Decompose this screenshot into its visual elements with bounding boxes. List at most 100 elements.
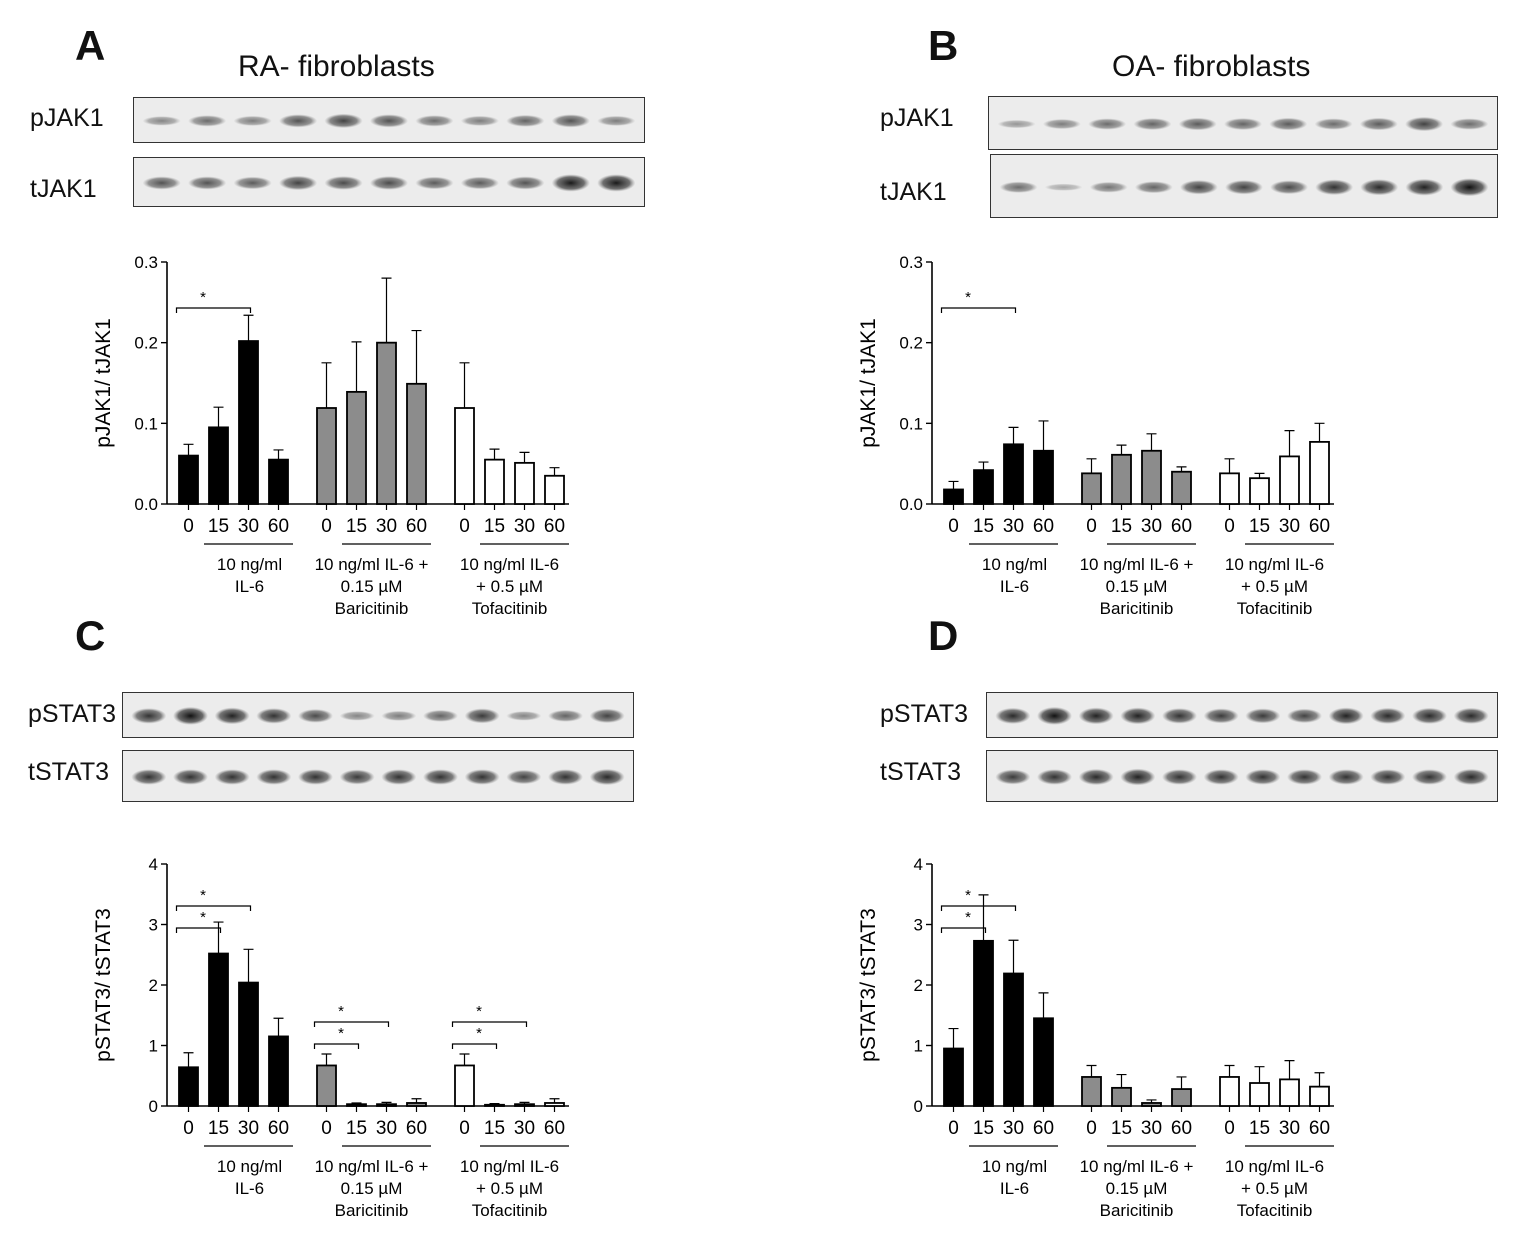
blot-band <box>279 175 318 191</box>
group-label: + 0.5 µM <box>476 1179 543 1198</box>
bar <box>544 1102 565 1107</box>
significance-star: * <box>476 1025 482 1042</box>
blot-band <box>188 115 227 127</box>
y-tick-label: 1 <box>149 1037 158 1056</box>
blot-band <box>298 769 333 785</box>
y-tick-label: 0.0 <box>134 495 158 514</box>
blot-label-d-top: pSTAT3 <box>880 700 968 728</box>
error-bar <box>948 480 959 490</box>
x-tick-label: 15 <box>346 1118 367 1139</box>
error-bar <box>978 461 989 471</box>
blot-band <box>1359 117 1398 131</box>
x-tick-label: 0 <box>183 516 194 537</box>
blot-label-c-top: pSTAT3 <box>28 700 116 728</box>
blot-band <box>1037 769 1072 785</box>
western-blot-a-top <box>133 97 645 143</box>
bar <box>973 939 994 1107</box>
blot-band <box>548 769 583 785</box>
x-tick-label: 30 <box>1279 516 1300 537</box>
group-label: 10 ng/ml IL-6 + <box>1080 1157 1194 1176</box>
bar <box>376 1103 397 1107</box>
blot-label-d-bottom: tSTAT3 <box>880 758 962 786</box>
x-tick-label: 30 <box>1003 1118 1024 1139</box>
x-tick-label: 0 <box>1086 516 1097 537</box>
bar-chart-a: 0.0 0.1 0.2 0.3 pJAK1/ tJAK1 0 15 30 60 10 ng/ml I… <box>92 253 569 618</box>
error-bar <box>489 1102 500 1105</box>
bar <box>943 1047 964 1107</box>
blot-bands <box>987 693 1497 737</box>
blot-bands <box>987 751 1497 801</box>
blot-band <box>548 709 583 722</box>
error-bar <box>519 1101 530 1105</box>
x-tick-label: 0 <box>1224 1118 1235 1139</box>
western-blot-a-bottom <box>133 157 645 207</box>
significance-bracket <box>451 1021 528 1027</box>
y-tick-label: 0.3 <box>899 253 923 272</box>
blot-band <box>369 114 409 128</box>
bar <box>178 454 199 505</box>
x-tick-label: 60 <box>544 516 565 537</box>
blot-band <box>1405 116 1444 132</box>
error-bar <box>549 1098 560 1103</box>
group-label: Baricitinib <box>335 1201 409 1220</box>
group-label: IL-6 <box>235 577 264 596</box>
significance-bracket <box>940 307 1017 313</box>
blot-label-a-top: pJAK1 <box>30 104 104 132</box>
panel-letter-a: A <box>75 22 106 69</box>
error-bar <box>1038 420 1049 451</box>
significance-bracket <box>940 905 1017 911</box>
group-label: 10 ng/ml IL-6 + <box>315 555 429 574</box>
blot-band <box>256 708 292 724</box>
bar <box>1309 440 1330 505</box>
blot-label-c-bottom: tSTAT3 <box>28 758 110 786</box>
blot-band <box>1269 117 1308 131</box>
group-label: 0.15 µM <box>1106 577 1168 596</box>
panel-letter-b: B <box>928 22 959 69</box>
blot-band <box>1453 768 1489 786</box>
blot-band <box>1134 181 1173 194</box>
x-tick-label: 0 <box>459 516 470 537</box>
y-tick-label: 4 <box>914 855 923 874</box>
group-label: + 0.5 µM <box>1241 577 1308 596</box>
group-label: 10 ng/ml IL-6 + <box>1080 555 1194 574</box>
error-bar <box>1008 426 1019 445</box>
group-label: 10 ng/ml <box>217 1157 282 1176</box>
blot-band <box>1078 707 1114 725</box>
x-tick-label: 15 <box>973 1118 994 1139</box>
error-bar <box>1224 1064 1235 1077</box>
blot-band <box>589 708 625 724</box>
x-tick-label: 15 <box>973 516 994 537</box>
blot-band <box>506 769 542 785</box>
x-tick-label: 15 <box>1249 1118 1270 1139</box>
error-bar <box>948 1027 959 1049</box>
x-tick-label: 15 <box>484 516 505 537</box>
bar <box>1219 1076 1240 1107</box>
bar <box>346 390 367 505</box>
x-tick-label: 60 <box>544 1118 565 1139</box>
bar <box>544 474 565 505</box>
y-tick-label: 0.0 <box>899 495 923 514</box>
error-bar <box>351 1102 362 1105</box>
blot-band <box>551 114 590 128</box>
significance-bracket <box>175 905 252 911</box>
error-bar <box>273 1017 284 1037</box>
error-bar <box>243 948 254 983</box>
error-bar <box>549 467 560 476</box>
blot-band <box>551 174 590 192</box>
bar <box>208 952 229 1107</box>
blot-band <box>324 176 363 190</box>
error-bar <box>459 1053 470 1066</box>
error-bar <box>183 443 194 456</box>
error-bar <box>1086 458 1097 474</box>
blot-band <box>597 115 636 126</box>
blot-band <box>1450 178 1489 197</box>
blot-label-b-top: pJAK1 <box>880 104 954 132</box>
error-bar <box>489 448 500 460</box>
error-bar <box>519 451 530 463</box>
x-tick-label: 30 <box>1141 1118 1162 1139</box>
error-bar <box>1008 939 1019 974</box>
x-tick-label: 0 <box>1224 516 1235 537</box>
significance-star: * <box>965 887 971 904</box>
error-bar <box>321 362 332 409</box>
error-bar <box>1086 1064 1097 1077</box>
